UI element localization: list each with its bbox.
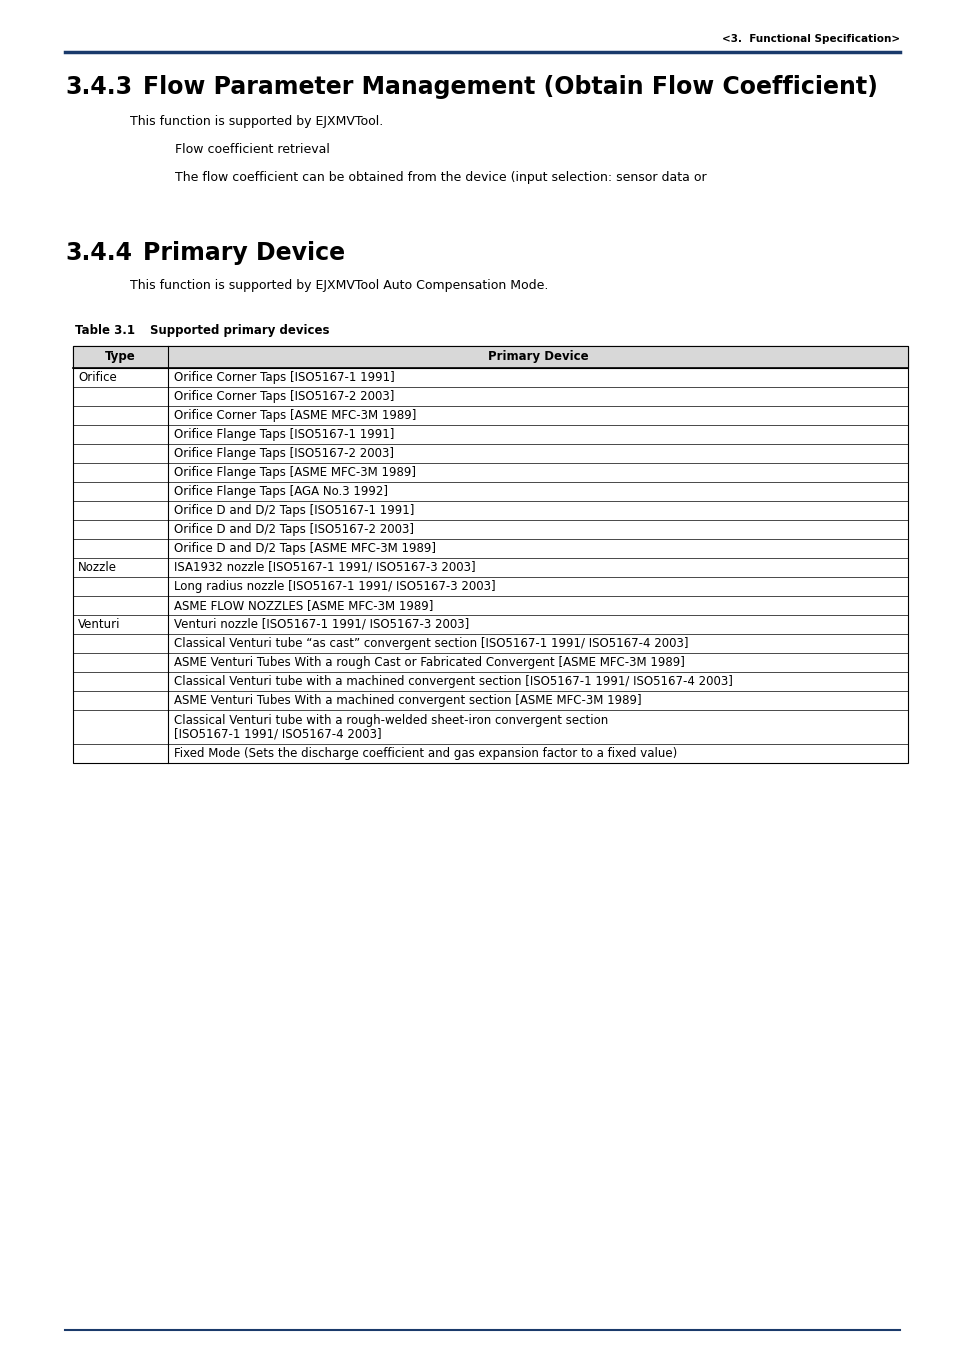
- Text: Primary Device: Primary Device: [487, 351, 588, 363]
- Text: Orifice Flange Taps [ISO5167-2 2003]: Orifice Flange Taps [ISO5167-2 2003]: [173, 447, 394, 460]
- Text: Flow Parameter Management (Obtain Flow Coefficient): Flow Parameter Management (Obtain Flow C…: [143, 76, 877, 99]
- Text: Orifice Corner Taps [ASME MFC-3M 1989]: Orifice Corner Taps [ASME MFC-3M 1989]: [173, 409, 416, 423]
- Text: Venturi nozzle [ISO5167-1 1991/ ISO5167-3 2003]: Venturi nozzle [ISO5167-1 1991/ ISO5167-…: [173, 618, 469, 630]
- Text: Venturi: Venturi: [78, 618, 120, 630]
- Text: Flow coefficient retrieval: Flow coefficient retrieval: [174, 143, 330, 157]
- Text: 3.4.3: 3.4.3: [65, 76, 132, 99]
- Text: Orifice Corner Taps [ISO5167-2 2003]: Orifice Corner Taps [ISO5167-2 2003]: [173, 390, 394, 404]
- Text: ASME Venturi Tubes With a rough Cast or Fabricated Convergent [ASME MFC-3M 1989]: ASME Venturi Tubes With a rough Cast or …: [173, 656, 684, 670]
- Text: Orifice Flange Taps [AGA No.3 1992]: Orifice Flange Taps [AGA No.3 1992]: [173, 485, 388, 498]
- Text: ASME FLOW NOZZLES [ASME MFC-3M 1989]: ASME FLOW NOZZLES [ASME MFC-3M 1989]: [173, 599, 433, 612]
- Text: Supported primary devices: Supported primary devices: [150, 324, 329, 338]
- Text: Fixed Mode (Sets the discharge coefficient and gas expansion factor to a fixed v: Fixed Mode (Sets the discharge coefficie…: [173, 747, 677, 760]
- Text: ISA1932 nozzle [ISO5167-1 1991/ ISO5167-3 2003]: ISA1932 nozzle [ISO5167-1 1991/ ISO5167-…: [173, 562, 476, 574]
- Text: Type: Type: [105, 351, 135, 363]
- Text: Orifice D and D/2 Taps [ASME MFC-3M 1989]: Orifice D and D/2 Taps [ASME MFC-3M 1989…: [173, 541, 436, 555]
- Text: 3.4.4: 3.4.4: [65, 242, 132, 265]
- Text: Classical Venturi tube “as cast” convergent section [ISO5167-1 1991/ ISO5167-4 2: Classical Venturi tube “as cast” converg…: [173, 637, 688, 649]
- Bar: [73, 346, 907, 369]
- Text: Orifice Corner Taps [ISO5167-1 1991]: Orifice Corner Taps [ISO5167-1 1991]: [173, 371, 395, 383]
- Text: Nozzle: Nozzle: [78, 562, 117, 574]
- Text: Orifice: Orifice: [78, 371, 116, 383]
- Text: Primary Device: Primary Device: [143, 242, 345, 265]
- Text: Orifice Flange Taps [ISO5167-1 1991]: Orifice Flange Taps [ISO5167-1 1991]: [173, 428, 394, 441]
- Text: Orifice D and D/2 Taps [ISO5167-2 2003]: Orifice D and D/2 Taps [ISO5167-2 2003]: [173, 522, 414, 536]
- Text: Classical Venturi tube with a machined convergent section [ISO5167-1 1991/ ISO51: Classical Venturi tube with a machined c…: [173, 675, 732, 688]
- Text: This function is supported by EJXMVTool.: This function is supported by EJXMVTool.: [130, 115, 383, 128]
- Text: This function is supported by EJXMVTool Auto Compensation Mode.: This function is supported by EJXMVTool …: [130, 279, 548, 292]
- Bar: [73, 346, 907, 763]
- Text: Classical Venturi tube with a rough-welded sheet-iron convergent section: Classical Venturi tube with a rough-weld…: [173, 714, 608, 726]
- Text: Long radius nozzle [ISO5167-1 1991/ ISO5167-3 2003]: Long radius nozzle [ISO5167-1 1991/ ISO5…: [173, 580, 496, 593]
- Text: [ISO5167-1 1991/ ISO5167-4 2003]: [ISO5167-1 1991/ ISO5167-4 2003]: [173, 728, 381, 741]
- Text: Orifice Flange Taps [ASME MFC-3M 1989]: Orifice Flange Taps [ASME MFC-3M 1989]: [173, 466, 416, 479]
- Text: Table 3.1: Table 3.1: [75, 324, 135, 338]
- Text: The flow coefficient can be obtained from the device (input selection: sensor da: The flow coefficient can be obtained fro…: [174, 171, 706, 184]
- Text: Orifice D and D/2 Taps [ISO5167-1 1991]: Orifice D and D/2 Taps [ISO5167-1 1991]: [173, 504, 414, 517]
- Text: <3.  Functional Specification>: <3. Functional Specification>: [721, 34, 899, 45]
- Text: ASME Venturi Tubes With a machined convergent section [ASME MFC-3M 1989]: ASME Venturi Tubes With a machined conve…: [173, 694, 641, 707]
